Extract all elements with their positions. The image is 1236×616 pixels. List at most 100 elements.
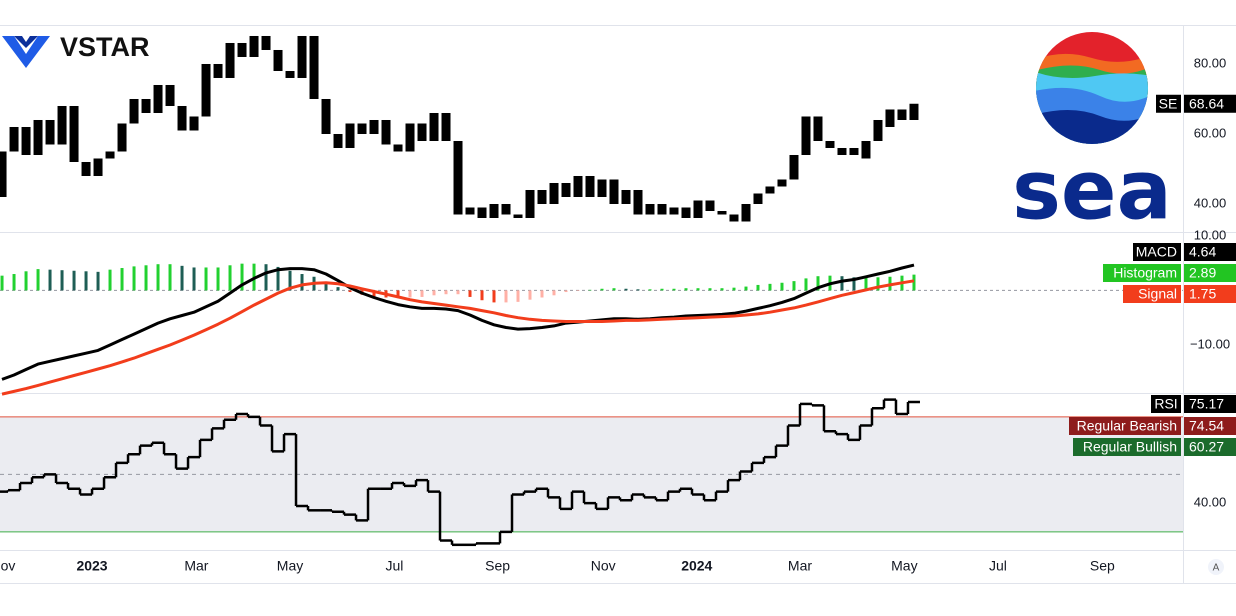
- candle: [333, 133, 343, 148]
- candle: [705, 200, 715, 211]
- histogram-bar: [492, 290, 496, 303]
- histogram-bar: [528, 290, 532, 300]
- candle: [537, 189, 547, 204]
- histogram-bar: [816, 276, 820, 291]
- histogram-bar: [204, 267, 208, 291]
- candle: [273, 49, 283, 71]
- macd-line: [1, 279, 915, 396]
- candle: [729, 214, 739, 222]
- candle: [81, 161, 91, 176]
- histogram-bar: [336, 287, 340, 291]
- candle: [777, 179, 787, 187]
- candle: [57, 105, 67, 145]
- candle: [621, 189, 631, 204]
- histogram-bar: [564, 290, 568, 293]
- candle: [405, 123, 415, 152]
- histogram-bar: [444, 290, 448, 295]
- candle: [69, 105, 79, 162]
- histogram-bar: [108, 269, 112, 291]
- candle: [477, 207, 487, 218]
- histogram-bar: [468, 290, 472, 297]
- histogram-bar: [420, 290, 424, 297]
- badge-value-bg: [1184, 264, 1236, 282]
- histogram-bar: [600, 288, 604, 291]
- y-tick-label: 40.00: [1194, 195, 1227, 210]
- histogram-bar: [540, 290, 544, 298]
- histogram-bar: [720, 288, 724, 291]
- badge-value-bg: [1184, 395, 1236, 413]
- candle: [501, 203, 511, 215]
- badge-value: 2.89: [1189, 265, 1216, 281]
- histogram-bar: [12, 274, 16, 291]
- candle: [645, 203, 655, 215]
- histogram-bar: [432, 290, 436, 296]
- x-tick-label: 2024: [681, 558, 712, 574]
- x-tick-label: Sep: [485, 558, 510, 574]
- histogram-bar: [864, 277, 868, 291]
- badge-label-bg: [1151, 395, 1181, 413]
- histogram-bar: [708, 288, 712, 291]
- badge-label: Signal: [1138, 286, 1177, 302]
- candle: [93, 158, 103, 176]
- histogram-bar: [732, 287, 736, 291]
- candle: [297, 35, 307, 78]
- badge-value: 74.54: [1189, 418, 1224, 434]
- histogram-bar: [408, 290, 412, 298]
- vstar-logo: VSTAR: [2, 32, 150, 68]
- badge-value: 75.17: [1189, 396, 1224, 412]
- scale-button[interactable]: A: [1213, 563, 1220, 574]
- candle: [561, 182, 571, 197]
- histogram-bar: [276, 266, 280, 291]
- candle: [873, 119, 883, 141]
- histogram-bar: [744, 286, 748, 291]
- candle: [153, 84, 163, 113]
- y-tick-label: 60.00: [1194, 125, 1227, 140]
- brand: VSTAR: [60, 32, 150, 62]
- candle: [813, 116, 823, 141]
- candle: [573, 175, 583, 197]
- histogram-bar: [912, 274, 916, 291]
- histogram-bar: [792, 281, 796, 291]
- candle: [861, 140, 871, 159]
- histogram-bar: [264, 264, 268, 291]
- candle: [465, 207, 475, 215]
- badge-label-bg: [1073, 438, 1181, 456]
- badge-label: RSI: [1154, 396, 1177, 412]
- candle: [45, 119, 55, 145]
- x-tick-label: ov: [1, 558, 16, 574]
- candle: [717, 210, 727, 215]
- histogram-bar: [192, 267, 196, 291]
- candle: [261, 35, 271, 50]
- candle: [489, 203, 499, 218]
- histogram-bar: [24, 271, 28, 291]
- histogram-bar: [60, 270, 64, 291]
- histogram-bar: [324, 281, 328, 291]
- x-tick-label: Mar: [184, 558, 208, 574]
- candle: [837, 147, 847, 155]
- badge-value-bg: [1184, 438, 1236, 456]
- candle: [117, 123, 127, 152]
- candle: [213, 63, 223, 78]
- candle: [285, 70, 295, 78]
- histogram-bar: [132, 266, 136, 291]
- candle: [249, 35, 259, 57]
- vstar-icon-inner: [14, 36, 38, 48]
- histogram-bar: [168, 264, 172, 291]
- candle: [177, 105, 187, 131]
- histogram-bar: [48, 269, 52, 291]
- candle: [129, 98, 139, 124]
- candle: [21, 126, 31, 155]
- x-tick-label: Mar: [788, 558, 812, 574]
- candle: [801, 116, 811, 155]
- scale-button-bg[interactable]: [1208, 559, 1224, 575]
- y-tick-label: 80.00: [1194, 55, 1227, 70]
- candle: [609, 179, 619, 204]
- histogram-bar: [216, 267, 220, 291]
- histogram-bar: [348, 290, 352, 293]
- histogram-bar: [804, 278, 808, 291]
- x-tick-label: 2023: [76, 558, 107, 574]
- badge-value-bg: [1184, 285, 1236, 303]
- candle: [165, 84, 175, 106]
- histogram-bar: [780, 282, 784, 291]
- candle: [237, 42, 247, 57]
